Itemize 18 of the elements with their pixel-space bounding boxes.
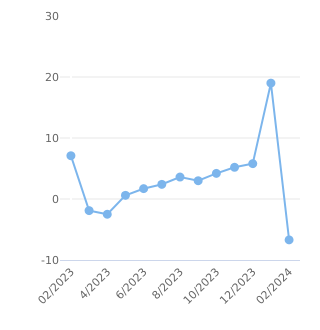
point [212, 168, 221, 178]
y-tick-label: 10 [45, 132, 59, 145]
point [248, 159, 258, 168]
point [157, 180, 166, 189]
point [102, 210, 112, 219]
point [284, 235, 294, 244]
point [194, 176, 203, 186]
y-tick-label: 0 [52, 192, 59, 206]
point [230, 162, 240, 172]
y-tick-label: 30 [45, 10, 59, 23]
y-tick-label: -10 [41, 254, 59, 267]
point [120, 190, 130, 200]
point [266, 78, 276, 88]
point [139, 184, 148, 194]
y-tick-label: 20 [45, 70, 59, 84]
point [84, 206, 94, 216]
point [66, 151, 76, 160]
point [176, 172, 184, 182]
